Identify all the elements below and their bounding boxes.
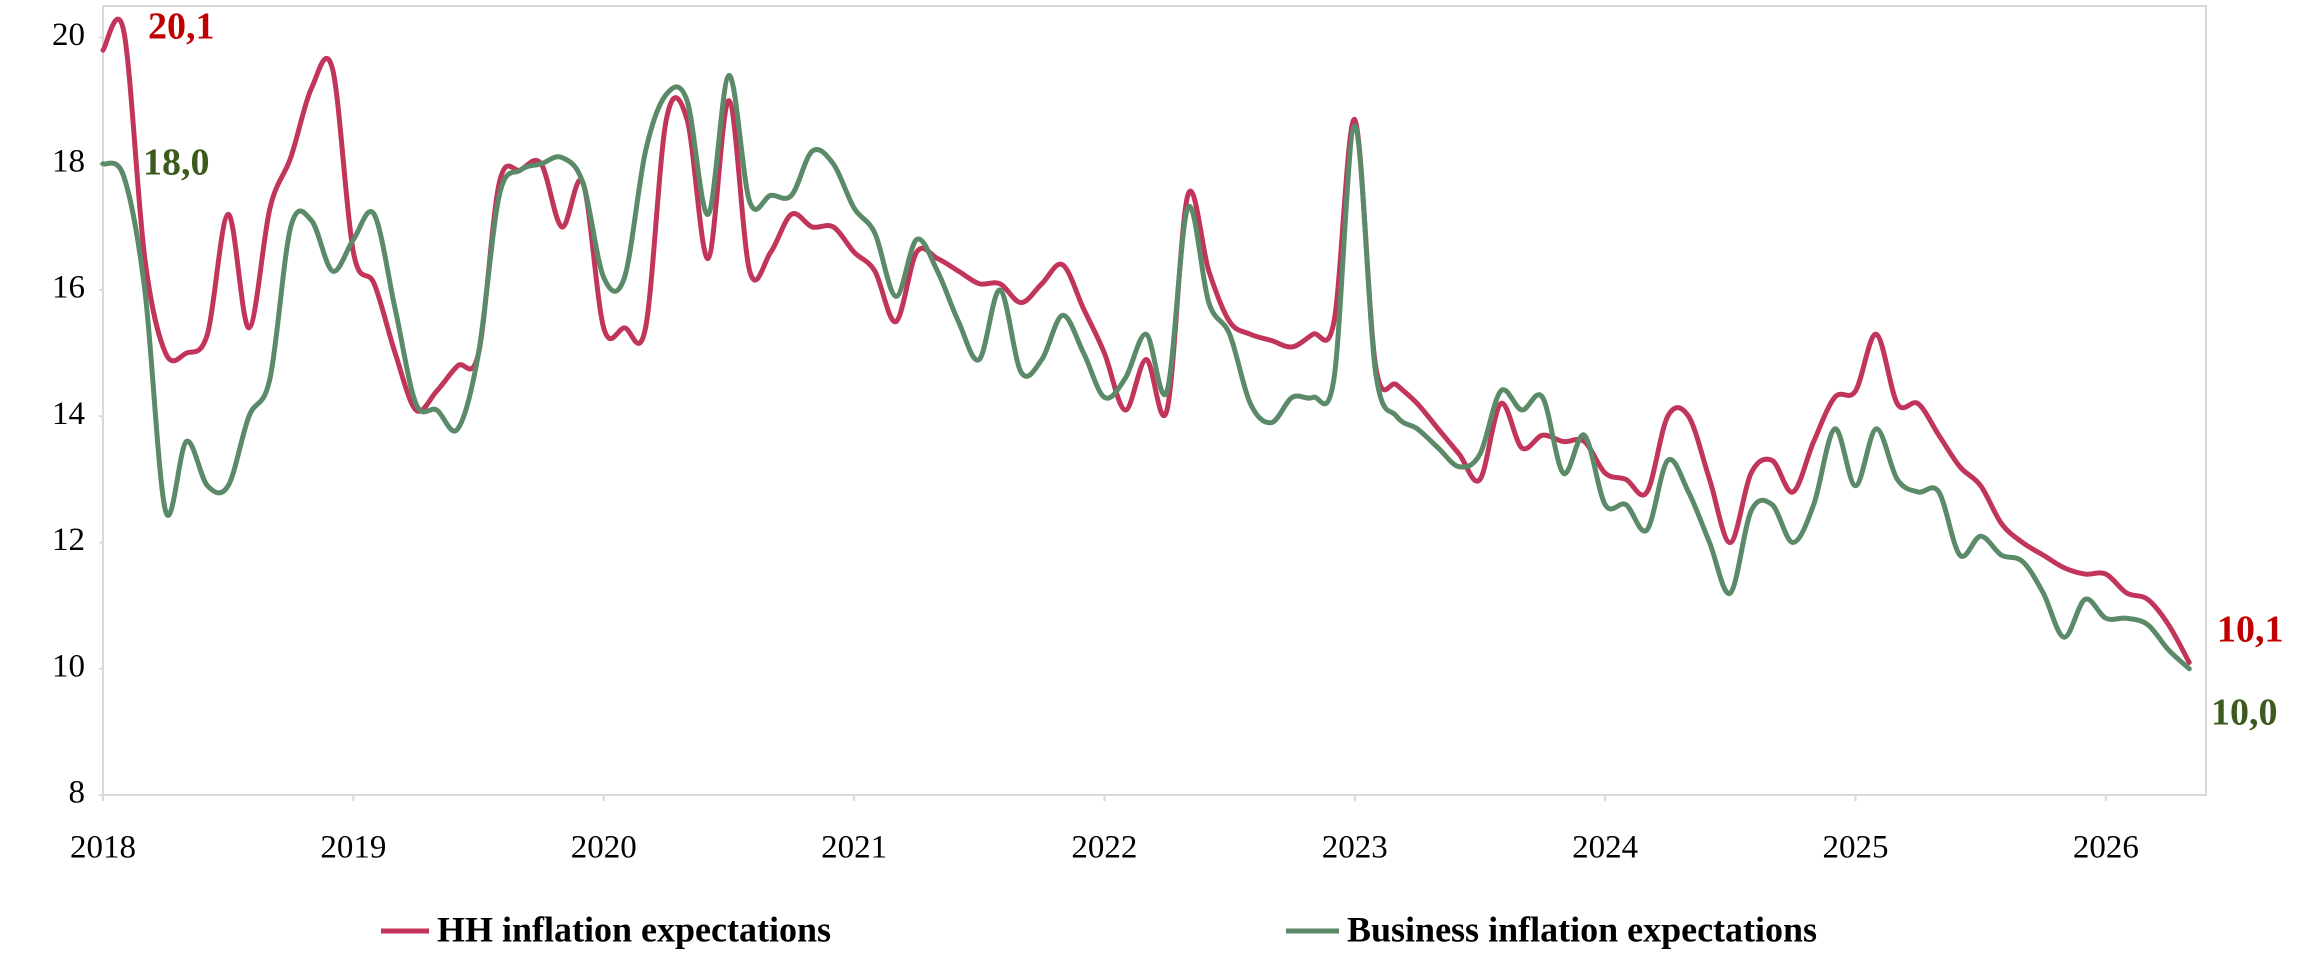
y-tick-label: 14 [52, 396, 85, 432]
annotation: 10,1 [2217, 609, 2284, 651]
x-tick-label: 2026 [2073, 830, 2139, 866]
annotation: 20,1 [148, 6, 215, 48]
legend-label: Business inflation expectations [1347, 909, 1817, 949]
y-tick-label: 12 [52, 522, 85, 558]
x-tick-label: 2019 [320, 830, 386, 866]
line-series [100, 16, 2192, 665]
y-tick-label: 10 [52, 648, 85, 684]
plot-frame [102, 5, 2207, 796]
x-tick-label: 2021 [821, 830, 887, 866]
x-tick-label: 2025 [1823, 830, 1889, 866]
y-tick-label: 16 [52, 270, 85, 306]
y-tick-label: 18 [52, 143, 85, 179]
x-tick-label: 2022 [1071, 830, 1137, 866]
x-tick-label: 2024 [1572, 830, 1638, 866]
legend-label: HH inflation expectations [437, 909, 831, 949]
x-tick-label: 2020 [571, 830, 637, 866]
y-tick-label: 8 [69, 775, 86, 811]
x-tick-label: 2018 [70, 830, 136, 866]
y-tick-label: 20 [52, 17, 85, 53]
line-series [100, 72, 2192, 672]
x-tick-label: 2023 [1322, 830, 1388, 866]
annotation: 10,0 [2211, 692, 2278, 734]
annotation: 18,0 [143, 142, 210, 184]
